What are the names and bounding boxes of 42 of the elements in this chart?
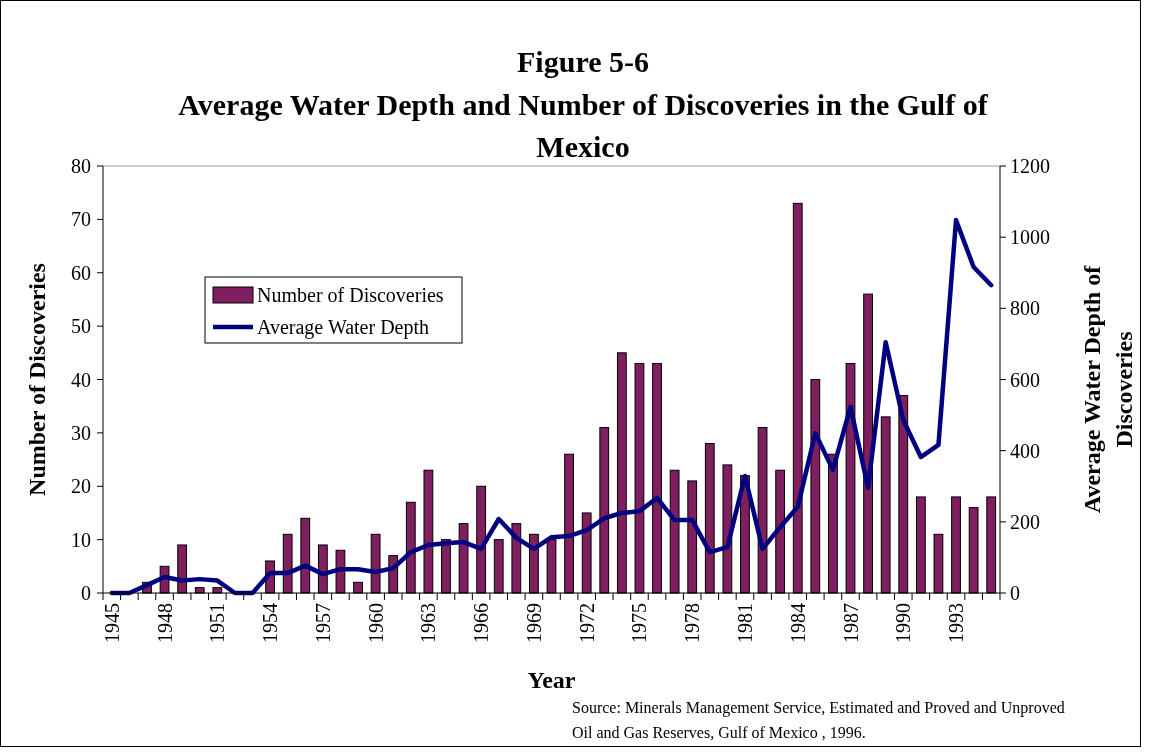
x-tick-label: 1981 <box>733 603 756 643</box>
x-tick-label: 1963 <box>417 603 440 643</box>
y2-tick-label: 800 <box>1010 297 1040 320</box>
x-tick-label: 1978 <box>681 603 704 643</box>
y-tick-label: 20 <box>71 475 91 498</box>
x-tick-label: 1975 <box>628 603 651 643</box>
x-tick-label: 1972 <box>575 603 598 643</box>
x-tick-label: 1990 <box>892 603 915 643</box>
y-tick-label: 70 <box>71 208 91 231</box>
line-series <box>109 217 994 596</box>
legend-label: Average Water Depth <box>257 316 430 339</box>
chart-subtitle: Average Water Depth and Number of Discoveries in the Gulf of Mexico <box>178 88 989 163</box>
y2-tick-label: 1200 <box>1010 155 1050 177</box>
x-tick-label: 1993 <box>945 603 968 643</box>
x-tick-label: 1969 <box>522 603 545 643</box>
y-tick-label: 30 <box>71 421 91 444</box>
x-tick-label: 1966 <box>470 603 493 643</box>
x-tick-label: 1987 <box>839 603 862 643</box>
y-tick-label: 10 <box>71 528 91 551</box>
y2-tick-label: 600 <box>1010 368 1040 391</box>
y-tick-label: 0 <box>81 582 91 604</box>
x-tick-label: 1945 <box>100 603 123 643</box>
y2-tick-label: 400 <box>1010 439 1040 462</box>
x-tick-label: 1957 <box>311 603 334 643</box>
x-tick-label: 1951 <box>206 603 229 643</box>
y2-tick-label: 0 <box>1010 582 1020 604</box>
y-tick-label: 80 <box>71 155 91 177</box>
legend-label: Number of Discoveries <box>257 284 444 306</box>
x-axis-title: Year <box>527 667 576 693</box>
y2-tick-label: 1000 <box>1010 226 1050 249</box>
x-tick-label: 1954 <box>259 603 282 643</box>
y-tick-label: 40 <box>71 368 91 391</box>
x-tick-label: 1948 <box>153 603 176 643</box>
x-tick-label: 1984 <box>786 603 809 643</box>
chart-title: Figure 5-6 <box>517 45 649 78</box>
x-tick-label: 1960 <box>364 603 387 643</box>
y-tick-label: 60 <box>71 261 91 284</box>
y2-axis-title: Average Water Depth of Discoveries <box>1079 264 1137 514</box>
source-note: Source: Minerals Management Service, Estimated and Proved and Unproved Oil and Gas Reserves, Gulf of Mexico , 1996. <box>572 699 1065 741</box>
y-axis-title: Number of Discoveries <box>24 263 50 496</box>
y2-tick-label: 200 <box>1010 510 1040 533</box>
y-tick-label: 50 <box>71 315 91 338</box>
